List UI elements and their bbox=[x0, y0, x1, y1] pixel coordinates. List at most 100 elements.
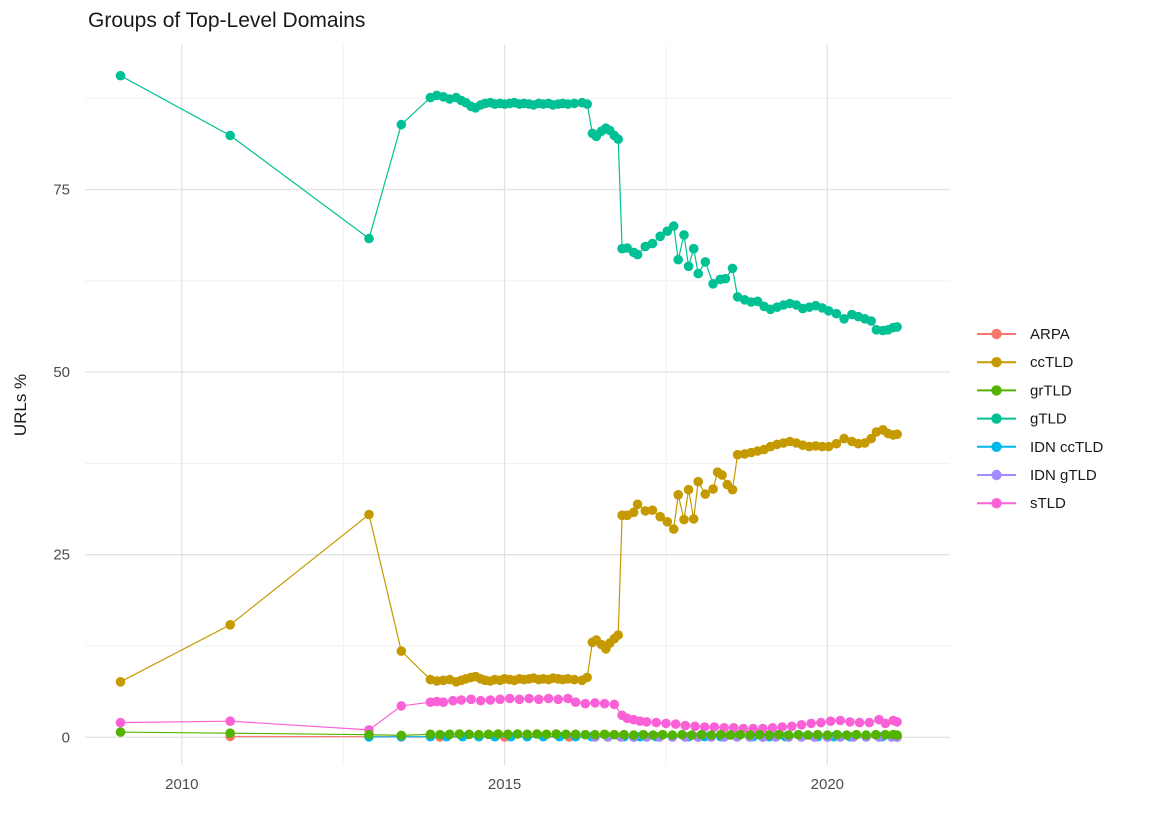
data-point-stld bbox=[854, 717, 865, 728]
data-point-stld bbox=[806, 718, 816, 729]
data-point-grtld bbox=[512, 729, 523, 739]
data-point-grtld bbox=[464, 729, 474, 740]
data-point-gtld bbox=[115, 70, 126, 81]
data-point-stld bbox=[670, 719, 681, 729]
data-point-grtld bbox=[503, 729, 513, 740]
data-point-stld bbox=[475, 695, 486, 706]
data-point-stld bbox=[680, 720, 691, 731]
data-point-cctld bbox=[364, 509, 374, 520]
data-point-stld bbox=[543, 693, 554, 704]
y-tick-label: 75 bbox=[53, 182, 70, 199]
y-axis-tick-labels: 0 25 50 75 bbox=[53, 182, 70, 747]
data-point-grtld bbox=[696, 729, 707, 740]
data-point-stld bbox=[524, 693, 534, 704]
data-point-cctld bbox=[831, 438, 842, 449]
data-point-stld bbox=[690, 721, 700, 732]
data-point-gtld bbox=[569, 98, 580, 109]
data-point-stld bbox=[796, 720, 807, 730]
data-point-gtld bbox=[582, 99, 592, 109]
data-point-grtld bbox=[599, 729, 610, 740]
legend-label-idn-cctld: IDN ccTLD bbox=[1030, 439, 1104, 456]
data-point-stld bbox=[709, 722, 720, 732]
data-point-stld bbox=[115, 717, 126, 728]
data-point-gtld bbox=[673, 254, 683, 265]
data-point-grtld bbox=[590, 729, 600, 740]
data-point-stld bbox=[892, 717, 902, 727]
data-point-stld bbox=[570, 697, 581, 707]
data-point-grtld bbox=[638, 729, 649, 740]
data-point-stld bbox=[864, 717, 875, 728]
y-axis-title: URLs % bbox=[11, 374, 30, 436]
data-point-gtld bbox=[839, 314, 849, 324]
data-point-grtld bbox=[706, 730, 716, 740]
legend-item-arpa: ARPA bbox=[977, 326, 1070, 343]
data-point-cctld bbox=[655, 511, 665, 522]
data-point-grtld bbox=[657, 729, 668, 740]
legend-label-stld: sTLD bbox=[1030, 495, 1066, 512]
data-point-grtld bbox=[483, 729, 494, 740]
data-point-stld bbox=[651, 717, 662, 728]
data-point-stld bbox=[641, 717, 652, 727]
data-point-gtld bbox=[662, 226, 673, 236]
data-point-cctld bbox=[673, 490, 683, 500]
data-point-stld bbox=[563, 693, 573, 704]
data-point-stld bbox=[816, 717, 826, 728]
series-line-cctld bbox=[120, 429, 898, 683]
data-point-grtld bbox=[532, 729, 542, 739]
data-point-grtld bbox=[783, 730, 794, 740]
data-point-stld bbox=[514, 694, 525, 705]
chart-title: Groups of Top-Level Domains bbox=[88, 9, 365, 32]
x-tick-label: 2010 bbox=[165, 776, 198, 793]
data-point-cctld bbox=[582, 672, 592, 683]
legend: ARPA ccTLD grTLD gTLD IDN ccTLD IDN gTLD sTLD bbox=[977, 326, 1104, 512]
data-point-grtld bbox=[793, 729, 804, 740]
data-point-gtld bbox=[693, 268, 703, 279]
data-point-grtld bbox=[522, 729, 532, 740]
data-point-grtld bbox=[871, 729, 881, 740]
data-point-cctld bbox=[688, 514, 699, 524]
data-point-gtld bbox=[364, 233, 374, 244]
data-point-gtld bbox=[613, 134, 623, 144]
data-point-cctld bbox=[717, 470, 727, 480]
data-point-grtld bbox=[892, 730, 902, 740]
y-tick-label: 50 bbox=[53, 364, 70, 381]
data-point-grtld bbox=[716, 729, 726, 740]
data-point-grtld bbox=[115, 727, 126, 737]
data-point-grtld bbox=[832, 729, 842, 740]
data-point-gtld bbox=[647, 238, 658, 249]
series-grtld bbox=[115, 727, 902, 741]
series-line-gtld bbox=[120, 75, 898, 332]
data-point-cctld bbox=[647, 505, 658, 515]
legend-key-point-arpa bbox=[991, 328, 1002, 340]
data-point-cctld bbox=[866, 433, 876, 444]
data-point-gtld bbox=[831, 308, 842, 319]
data-point-grtld bbox=[570, 729, 581, 740]
legend-key-point-gtld bbox=[991, 413, 1002, 424]
data-point-grtld bbox=[435, 729, 445, 740]
legend-item-grtld: grTLD bbox=[977, 382, 1072, 399]
data-point-stld bbox=[767, 723, 778, 733]
data-point-cctld bbox=[700, 489, 711, 499]
data-point-stld bbox=[225, 716, 235, 726]
legend-label-gtld: gTLD bbox=[1030, 411, 1067, 428]
y-tick-label: 0 bbox=[62, 729, 70, 746]
data-point-grtld bbox=[861, 730, 871, 740]
data-point-stld bbox=[880, 718, 891, 729]
data-point-stld bbox=[456, 695, 467, 705]
legend-item-idn-gtld: IDN gTLD bbox=[977, 467, 1097, 484]
data-point-grtld bbox=[474, 729, 484, 740]
data-point-gtld bbox=[683, 261, 694, 272]
data-point-stld bbox=[661, 718, 671, 729]
data-point-stld bbox=[448, 695, 458, 706]
data-point-cctld bbox=[569, 674, 580, 685]
data-point-gtld bbox=[655, 231, 665, 242]
data-point-cctld bbox=[732, 449, 743, 460]
data-point-grtld bbox=[628, 730, 639, 740]
data-point-stld bbox=[835, 715, 846, 726]
data-point-stld bbox=[825, 716, 836, 726]
data-point-cctld bbox=[632, 499, 643, 510]
data-point-cctld bbox=[640, 506, 651, 516]
data-point-cctld bbox=[396, 646, 407, 656]
data-point-stld bbox=[534, 694, 544, 705]
data-point-gtld bbox=[679, 230, 689, 240]
